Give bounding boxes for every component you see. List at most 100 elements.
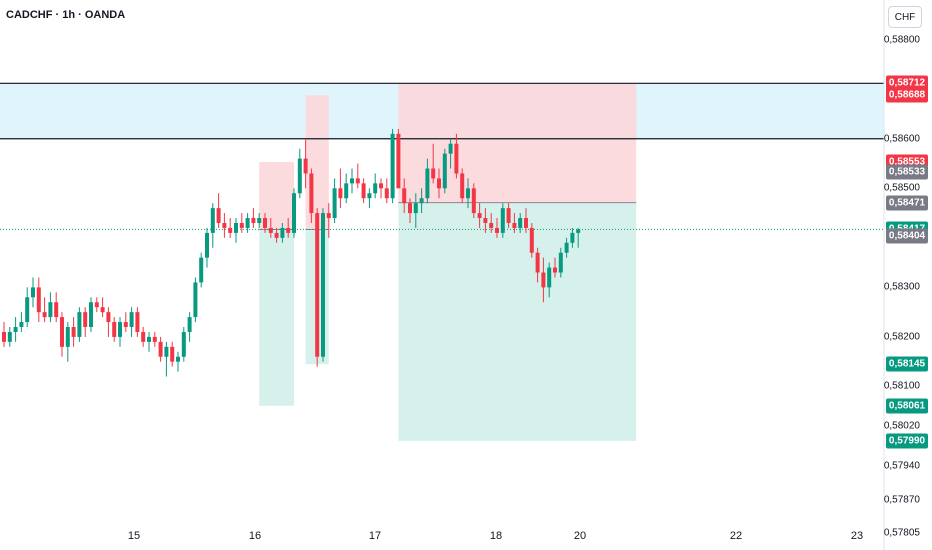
candle xyxy=(77,307,82,342)
candle-body xyxy=(390,133,395,199)
currency-button[interactable]: CHF xyxy=(888,6,922,28)
candle-body xyxy=(112,322,117,337)
candle xyxy=(355,163,360,189)
candle xyxy=(164,341,169,377)
candle xyxy=(379,178,383,199)
candle xyxy=(245,213,250,233)
x-tick-label: 16 xyxy=(248,530,262,542)
candle-body xyxy=(338,188,343,199)
candle xyxy=(437,168,441,199)
candle xyxy=(176,351,180,372)
candle xyxy=(425,158,430,204)
candle-body xyxy=(147,336,151,342)
price-badge: 0,57990 xyxy=(886,433,928,449)
candle-body xyxy=(367,193,372,199)
x-tick-label: 18 xyxy=(489,530,503,542)
candle-body xyxy=(448,143,453,154)
candle-body xyxy=(239,222,244,228)
candle xyxy=(419,188,424,214)
candle-body xyxy=(13,327,18,332)
candle xyxy=(152,331,157,347)
candle-body xyxy=(268,227,273,233)
candle xyxy=(48,292,53,323)
candle-body xyxy=(118,322,122,337)
candle xyxy=(367,188,372,209)
candle xyxy=(158,336,163,362)
candle-body xyxy=(344,183,349,199)
candle-body xyxy=(158,341,163,357)
price-badge: 0,58404 xyxy=(886,228,928,244)
candle-body xyxy=(309,173,314,214)
candle xyxy=(19,312,24,332)
long-position-2 xyxy=(398,83,637,441)
candle-body xyxy=(7,331,12,342)
candle-body xyxy=(564,242,569,253)
x-tick-label: 20 xyxy=(573,530,587,542)
candle-body xyxy=(205,232,209,258)
candle xyxy=(297,148,302,199)
candle-body xyxy=(442,153,447,189)
candle-body xyxy=(541,272,546,288)
candle xyxy=(529,222,534,258)
candle-body xyxy=(350,178,354,184)
candle xyxy=(390,128,395,204)
candle-body xyxy=(60,317,64,347)
candle xyxy=(147,331,151,352)
candle xyxy=(384,178,389,204)
candle xyxy=(2,322,6,347)
candle xyxy=(489,213,494,233)
candle-body xyxy=(263,218,267,228)
candle xyxy=(408,198,412,223)
candle xyxy=(460,168,465,204)
candle xyxy=(500,203,505,238)
y-tick-label: 0,58600 xyxy=(883,133,920,145)
candle xyxy=(251,208,256,228)
candle-body xyxy=(187,317,192,332)
y-tick-label: 0,58500 xyxy=(883,182,920,194)
candle-body xyxy=(321,213,325,357)
candle xyxy=(535,247,540,283)
candle xyxy=(228,218,233,238)
candle xyxy=(141,327,146,347)
position-target-area xyxy=(259,229,294,406)
candle-body xyxy=(36,287,41,313)
candle-body xyxy=(89,302,93,328)
y-tick-label: 0,58200 xyxy=(883,331,920,343)
candle-body xyxy=(77,312,82,337)
candle xyxy=(268,218,273,238)
candle-body xyxy=(94,302,99,308)
x-tick-label: 22 xyxy=(729,530,743,542)
candle xyxy=(60,312,64,357)
candle xyxy=(199,252,204,288)
candle xyxy=(118,317,122,347)
position-stop-area xyxy=(398,83,637,203)
y-tick-label: 0,57805 xyxy=(883,527,920,539)
candle xyxy=(274,227,279,243)
candle-body xyxy=(489,222,494,228)
candle xyxy=(553,257,557,278)
chart-title: CADCHF · 1h · OANDA xyxy=(6,9,126,21)
candle-body xyxy=(170,346,175,362)
candle-body xyxy=(193,282,198,318)
candle xyxy=(112,317,117,342)
candle xyxy=(7,327,12,347)
candle xyxy=(454,133,459,179)
candle-body xyxy=(54,302,59,318)
candle xyxy=(448,138,453,169)
candle xyxy=(303,138,308,189)
candle xyxy=(187,312,192,342)
candle xyxy=(89,297,93,332)
candle-body xyxy=(181,331,186,357)
candle-body xyxy=(19,322,24,328)
candle xyxy=(94,297,99,313)
candle-body xyxy=(558,252,563,273)
candle xyxy=(326,203,331,238)
candle xyxy=(71,317,76,347)
candle-body xyxy=(425,168,430,199)
candle-body xyxy=(553,267,557,273)
candle xyxy=(396,128,401,189)
candle xyxy=(512,213,517,233)
candle-body xyxy=(419,198,424,204)
candle-body xyxy=(292,193,296,233)
